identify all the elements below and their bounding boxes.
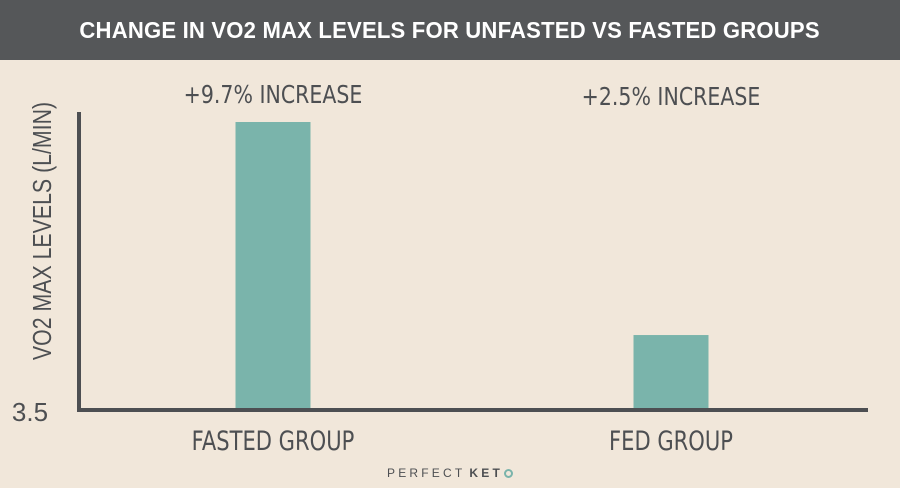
x-category-label: FASTED GROUP <box>192 425 355 456</box>
bar-fed-group <box>633 335 709 409</box>
brand-name-part2-text: KET <box>469 466 503 480</box>
circle-o-icon <box>504 468 513 478</box>
bar-chart: VO2 MAX LEVELS (L/MIN) 3.5 +9.7% INCREAS… <box>12 81 868 457</box>
brand-name-part1: PERFECT <box>386 466 466 480</box>
y-tick-label: 3.5 <box>12 397 48 427</box>
brand-name-part2: KET <box>469 466 513 480</box>
x-category-label: FED GROUP <box>609 425 733 456</box>
bar-annotation: +9.7% INCREASE <box>184 81 363 109</box>
brand-footer: PERFECT KET <box>0 464 900 482</box>
bar-annotation: +2.5% INCREASE <box>582 83 761 111</box>
chart-title-bar: CHANGE IN VO2 MAX LEVELS FOR UNFASTED VS… <box>0 0 900 60</box>
chart-title: CHANGE IN VO2 MAX LEVELS FOR UNFASTED VS… <box>79 16 821 43</box>
bar-fasted-group <box>235 122 311 409</box>
y-axis-title: VO2 MAX LEVELS (L/MIN) <box>28 102 58 360</box>
